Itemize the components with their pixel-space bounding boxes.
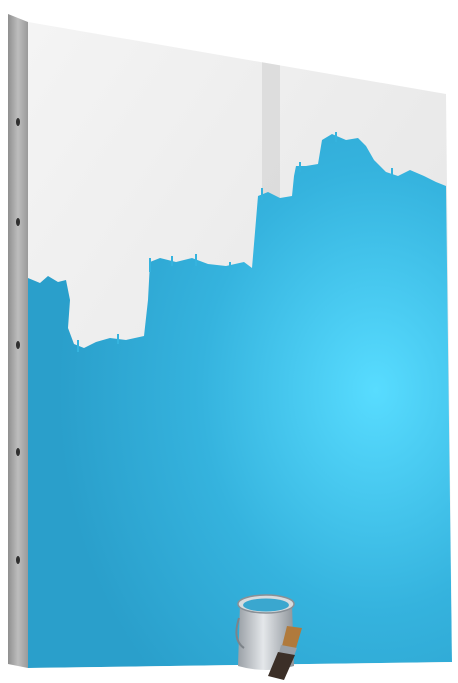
panel-edge-holes bbox=[16, 118, 20, 564]
panel-face-blue-paint bbox=[28, 134, 452, 668]
paintbrush-icon bbox=[268, 626, 302, 680]
brush-stroke-texture bbox=[77, 132, 393, 352]
roller-streak bbox=[262, 60, 280, 210]
